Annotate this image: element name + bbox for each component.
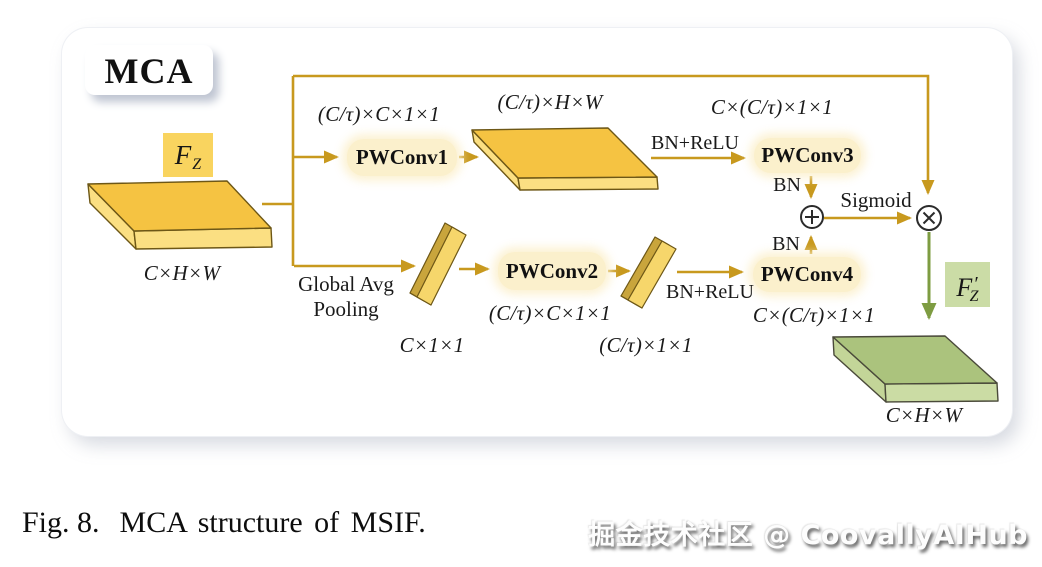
reduced-dims-label: (C/τ)×1×1 — [599, 333, 693, 357]
conv4-kernel-label: C×(C/τ)×1×1 — [752, 303, 876, 327]
global-avg-pooling-label: Global Avg Pooling — [298, 272, 394, 322]
flow-lines — [262, 74, 935, 279]
watermark: 掘金技术社区 @ CoovallyAIHub — [588, 520, 1028, 551]
mid-slab-front-face — [517, 176, 659, 191]
input-feature-chip: FZ — [163, 133, 213, 177]
reduced-vector — [620, 236, 677, 309]
bn-relu-bottom-label: BN+ReLU — [666, 281, 754, 303]
skip-connection-line — [293, 74, 935, 195]
output-slab-top-face — [832, 335, 998, 385]
input-feature-symbol: F — [174, 140, 192, 170]
pwconv3-node: PWConv3 — [754, 138, 861, 173]
input-dims-label: C×H×W — [143, 261, 221, 285]
pwconv2-node: PWConv2 — [498, 252, 606, 290]
reduced-vector-face — [627, 240, 677, 309]
conv3-kernel-label: C×(C/τ)×1×1 — [710, 95, 834, 119]
output-slab-front-face — [884, 382, 999, 403]
bn-top-label: BN — [773, 174, 801, 196]
output-feature-chip: F′Z — [945, 262, 990, 307]
output-feature-symbol: F — [956, 273, 973, 302]
conv1-kernel-label: (C/τ)×C×1×1 — [317, 102, 441, 126]
bn-relu-top-label: BN+ReLU — [651, 132, 739, 154]
sigmoid-label: Sigmoid — [840, 188, 912, 212]
figure-caption: Fig. 8. MCA structure of MSIF. — [22, 506, 426, 540]
input-slab — [87, 180, 273, 250]
mid-feature-slab — [471, 127, 659, 191]
output-dims-label: C×H×W — [885, 403, 963, 427]
input-feature-subscript: Z — [192, 156, 202, 173]
diagram-title: MCA — [85, 45, 213, 95]
gap-vector-face — [416, 226, 467, 306]
input-slab-top-face — [87, 180, 272, 232]
mid-slab-top-face — [471, 127, 658, 179]
output-slab — [832, 335, 999, 403]
gap-vector — [409, 222, 467, 306]
multiply-icon — [916, 205, 942, 231]
gap-label-line1: Global Avg — [298, 272, 394, 296]
gap-label-line2: Pooling — [313, 297, 379, 321]
pwconv1-node: PWConv1 — [347, 139, 457, 176]
output-feature-subscript: Z — [969, 288, 979, 305]
add-icon — [800, 205, 824, 229]
mid-feature-dims-label: (C/τ)×H×W — [497, 90, 603, 114]
output-feature-prime: ′ — [973, 273, 978, 295]
gap-dims-label: C×1×1 — [399, 333, 465, 357]
pwconv4-node: PWConv4 — [753, 257, 861, 292]
caption-number: Fig. 8. — [22, 506, 100, 539]
caption-text: MCA structure of MSIF. — [119, 506, 426, 539]
conv2-kernel-label: (C/τ)×C×1×1 — [488, 301, 612, 325]
bn-bottom-label: BN — [772, 233, 800, 255]
